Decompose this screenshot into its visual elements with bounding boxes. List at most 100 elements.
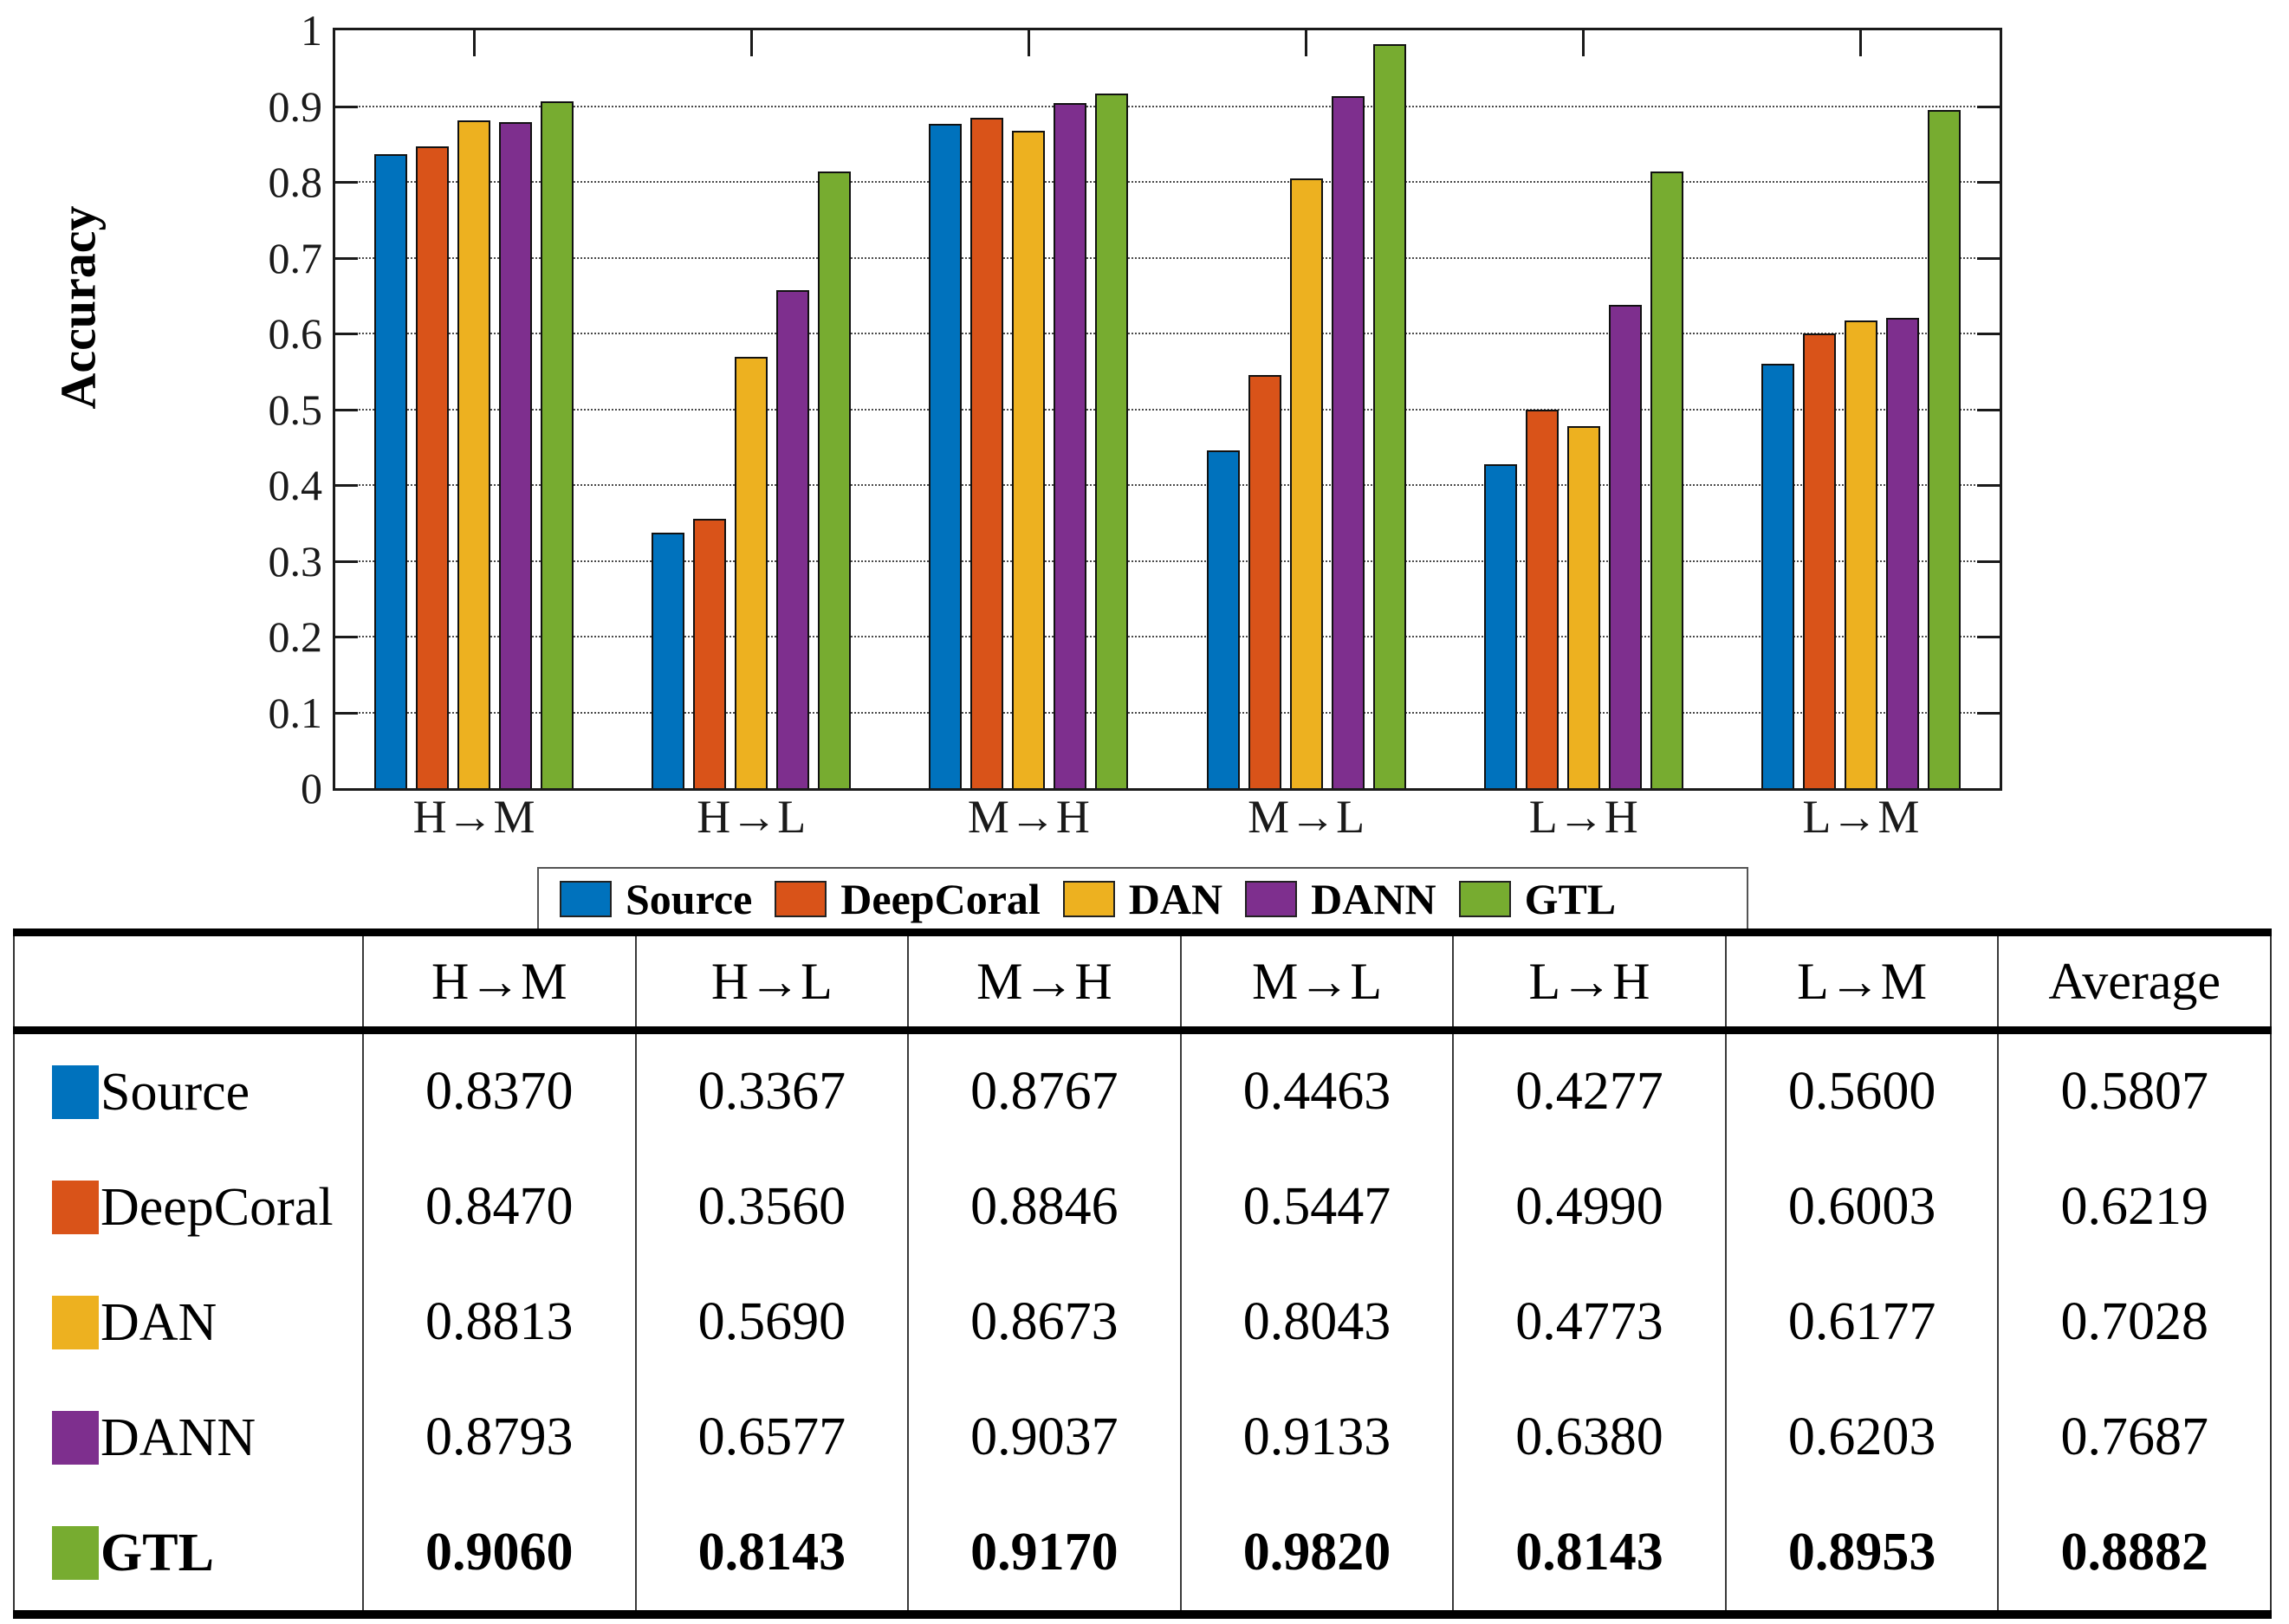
value-cell-source-l-to-h: 0.4277 [1452, 1030, 1726, 1149]
y-axis-tick [335, 636, 358, 638]
value-cell-gtl-h-to-l: 0.8143 [634, 1495, 909, 1614]
value-cell-source-m-to-l: 0.4463 [1179, 1030, 1454, 1149]
y-axis-tick [1977, 484, 2000, 487]
y-tick-label: 0.1 [268, 688, 323, 737]
y-axis-tick [335, 333, 358, 335]
row-label: GTL [101, 1523, 214, 1582]
y-axis-tick [1977, 256, 2000, 260]
y-axis-tick [1977, 333, 2000, 335]
y-tick-label: 0.9 [268, 81, 323, 131]
row-label: DANN [101, 1407, 256, 1467]
bar-deepcoral-l-to-m [1802, 333, 1836, 788]
gridline-0.5 [335, 408, 2000, 411]
row-label-cell: Source [14, 1031, 363, 1150]
bar-dan-h-to-l [735, 357, 768, 788]
legend-label: GTL [1524, 874, 1617, 923]
legend-item-dan: DAN [1062, 874, 1223, 923]
bar-deepcoral-h-to-l [693, 518, 727, 788]
y-axis-tick [335, 408, 358, 411]
x-category-label-l-to-m: L→M [1802, 791, 1920, 843]
column-header-m-to-h: M→H [907, 932, 1181, 1034]
value-cell-source-average: 0.5807 [1997, 1030, 2271, 1149]
legend-item-dann: DANN [1245, 877, 1436, 921]
bar-gtl-l-to-m [1927, 109, 1961, 788]
x-category-label-m-to-h: M→H [967, 791, 1090, 843]
value-cell-dan-m-to-h: 0.8673 [907, 1265, 1181, 1380]
gridline-0.6 [335, 333, 2000, 334]
column-header-h-to-l: H→L [634, 932, 909, 1034]
y-tick-label: 0 [301, 764, 322, 812]
bar-dann-l-to-m [1885, 318, 1919, 788]
row-label: DAN [101, 1292, 217, 1352]
y-axis-tick [1977, 408, 2000, 411]
value-cell-source-m-to-h: 0.8767 [907, 1030, 1181, 1149]
value-cell-dann-l-to-h: 0.6380 [1452, 1380, 1726, 1495]
bar-dan-l-to-m [1844, 320, 1877, 788]
legend-label: DAN [1128, 874, 1223, 923]
bar-gtl-l-to-h [1650, 171, 1683, 788]
value-cell-source-l-to-m: 0.5600 [1724, 1030, 1999, 1149]
gridline-0.3 [335, 560, 2000, 562]
bar-source-h-to-m [374, 153, 408, 788]
gridline-0.2 [335, 636, 2000, 637]
value-cell-dann-average: 0.7687 [1997, 1380, 2271, 1495]
legend-swatch-dan [1062, 880, 1115, 917]
x-category-label-h-to-m: H→M [412, 791, 535, 843]
value-cell-dann-h-to-m: 0.8793 [362, 1380, 636, 1495]
value-cell-dan-h-to-l: 0.5690 [634, 1265, 909, 1380]
legend-swatch-dann [1245, 880, 1298, 917]
x-category-label-m-to-l: M→L [1248, 791, 1365, 843]
value-cell-dan-h-to-m: 0.8813 [362, 1265, 636, 1380]
bar-dann-l-to-h [1608, 304, 1642, 788]
y-axis-tick [1977, 560, 2000, 563]
bar-deepcoral-l-to-h [1525, 410, 1559, 788]
bar-source-m-to-h [929, 123, 963, 788]
value-cell-gtl-l-to-h: 0.8143 [1452, 1495, 1726, 1614]
bar-dan-h-to-m [457, 120, 491, 788]
value-cell-gtl-m-to-l: 0.9820 [1179, 1495, 1454, 1614]
value-cell-deepcoral-h-to-l: 0.3560 [634, 1149, 909, 1265]
y-tick-label: 0.2 [268, 612, 323, 661]
value-cell-dan-m-to-l: 0.8043 [1179, 1265, 1454, 1380]
legend-swatch-gtl [1458, 880, 1511, 917]
y-axis-tick [335, 484, 358, 487]
value-cell-source-h-to-l: 0.3367 [634, 1030, 909, 1149]
gridline-0.7 [335, 256, 2000, 259]
y-tick-label: 0.4 [268, 461, 323, 509]
x-axis-tick [1859, 30, 1863, 56]
value-cell-dan-l-to-m: 0.6177 [1724, 1265, 1999, 1380]
row-color-swatch-dann [52, 1410, 99, 1465]
row-label: Source [101, 1062, 250, 1122]
value-cell-dann-l-to-m: 0.6203 [1724, 1380, 1999, 1495]
column-header-average: Average [1997, 932, 2271, 1034]
table-row-deepcoral: DeepCoral 0.8470 0.3560 0.8846 0.5447 0.4990 0… [14, 1149, 2271, 1265]
bar-dann-h-to-l [776, 289, 810, 788]
table-header-row: H→M H→L M→H M→L L→H L→M Average [14, 932, 2271, 1034]
value-cell-deepcoral-h-to-m: 0.8470 [362, 1149, 636, 1265]
y-tick-label: 0.7 [268, 233, 323, 282]
y-axis-tick [335, 711, 358, 715]
bar-dan-m-to-h [1012, 131, 1046, 788]
bar-source-m-to-l [1206, 450, 1240, 788]
bar-dann-m-to-h [1054, 103, 1087, 788]
gridline-0.1 [335, 711, 2000, 714]
y-tick-label: 0.6 [268, 309, 323, 358]
bar-dann-h-to-m [499, 121, 533, 788]
y-axis-tick [335, 256, 358, 260]
row-label-cell: DANN [14, 1380, 363, 1495]
table-row-dan: DAN 0.8813 0.5690 0.8673 0.8043 0.4773 0.6177 0… [14, 1265, 2271, 1380]
value-cell-gtl-h-to-m: 0.9060 [362, 1495, 636, 1614]
table-row-gtl: GTL 0.9060 0.8143 0.9170 0.9820 0.8143 0.8953 0… [14, 1495, 2271, 1614]
bar-dan-l-to-h [1566, 426, 1600, 788]
gridline-0.4 [335, 484, 2000, 486]
row-color-swatch-source [52, 1064, 99, 1119]
row-color-swatch-deepcoral [52, 1180, 99, 1234]
value-cell-deepcoral-m-to-l: 0.5447 [1179, 1149, 1454, 1265]
y-axis-tick [1977, 181, 2000, 184]
x-axis-tick [1027, 30, 1030, 56]
bar-gtl-m-to-l [1372, 43, 1406, 788]
legend-swatch-deepcoral [775, 880, 827, 917]
y-axis-tick [1977, 711, 2000, 715]
results-table: H→M H→L M→H M→L L→H L→M Average Source 0.8370 0.… [13, 928, 2272, 1619]
row-color-swatch-gtl [52, 1525, 99, 1580]
